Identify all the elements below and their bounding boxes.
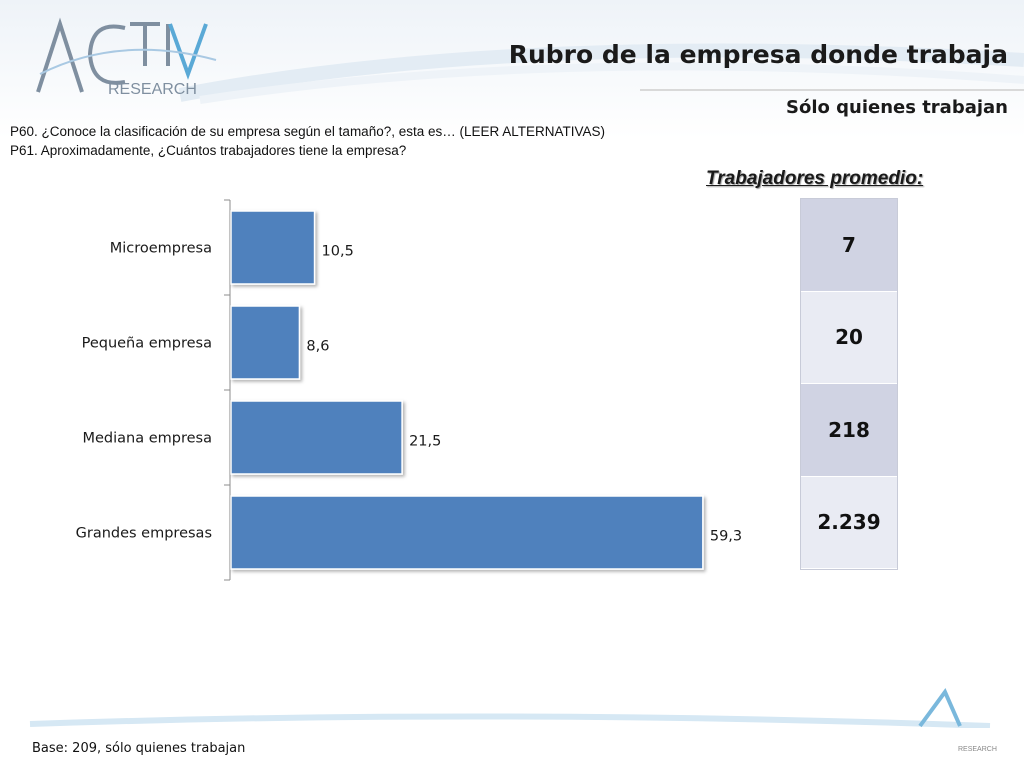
activa-logo: RESEARCH — [36, 17, 217, 98]
page-title: Rubro de la empresa donde trabaja — [508, 40, 1008, 69]
avg-workers-table: 7 20 218 2.239 — [800, 198, 898, 570]
question-p61: P61. Aproximadamente, ¿Cuántos trabajado… — [10, 143, 407, 158]
base-note: Base: 209, sólo quienes trabajan — [32, 741, 246, 756]
value-label: 59,3 — [710, 529, 742, 545]
category-label: Grandes empresas — [76, 526, 212, 542]
bar-3 — [230, 495, 704, 570]
header-swoosh — [178, 43, 1024, 104]
value-label: 8,6 — [306, 339, 329, 355]
avg-workers-micro: 7 — [801, 199, 897, 292]
value-label: 10,5 — [322, 244, 354, 260]
value-label: 21,5 — [409, 434, 441, 450]
logo-text: RESEARCH — [108, 81, 197, 98]
category-label: Pequeña empresa — [82, 336, 212, 352]
footer-brand: RESEARCH — [958, 746, 997, 753]
bar-0 — [230, 210, 316, 285]
footer-swoosh — [29, 688, 991, 728]
bar-1 — [230, 305, 301, 380]
category-label: Mediana empresa — [83, 431, 213, 447]
page-subtitle: Sólo quienes trabajan — [785, 97, 1008, 118]
chart-axis — [224, 199, 231, 581]
bar-2 — [230, 400, 403, 475]
bar-chart: Microempresa 10,5 Pequeña empresa 8,6 Median… — [76, 199, 742, 581]
avg-workers-pequena: 20 — [801, 291, 897, 384]
category-label: Microempresa — [110, 241, 212, 257]
avg-workers-grandes: 2.239 — [801, 476, 897, 569]
avg-workers-heading: Trabajadores promedio: — [706, 168, 924, 189]
question-p60: P60. ¿Conoce la clasificación de su empr… — [10, 124, 606, 139]
title-divider — [640, 89, 1024, 91]
avg-workers-mediana: 218 — [801, 384, 897, 477]
